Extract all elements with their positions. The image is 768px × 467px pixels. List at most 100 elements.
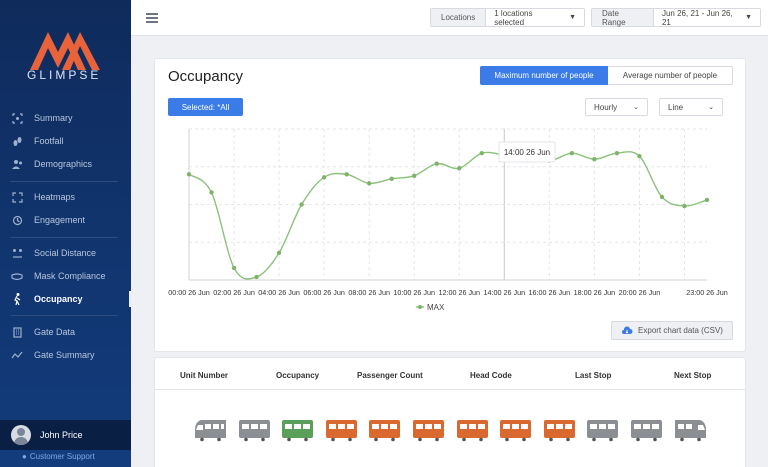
sidebar-item-engagement[interactable]: Engagement — [0, 210, 131, 230]
data-point[interactable] — [457, 166, 462, 171]
history-icon — [10, 213, 24, 227]
interval-dropdown[interactable]: Hourly ⌄ — [585, 98, 648, 116]
train-car[interactable] — [193, 418, 229, 447]
data-point[interactable] — [569, 150, 575, 156]
train-car[interactable] — [585, 418, 621, 447]
sidebar-item-label: Heatmaps — [34, 192, 76, 202]
data-point[interactable] — [637, 153, 642, 159]
column-header: Last Stop — [575, 371, 612, 380]
data-point[interactable] — [479, 150, 484, 156]
scan-icon — [10, 111, 24, 125]
unit-table-card: Unit Number Occupancy Passenger Count He… — [155, 358, 745, 467]
data-point[interactable] — [389, 176, 394, 182]
locations-value: 1 locations selected — [494, 8, 533, 27]
customer-support-link[interactable]: ● Customer Support — [22, 452, 95, 461]
data-point[interactable] — [682, 203, 687, 209]
data-point[interactable] — [592, 157, 597, 162]
building-icon — [10, 325, 24, 339]
page-title: Occupancy — [168, 68, 244, 85]
sidebar-item-label: Summary — [34, 113, 73, 123]
sidebar-item-gate-summary[interactable]: Gate Summary — [0, 345, 131, 365]
train-car[interactable] — [280, 418, 316, 447]
mask-icon — [10, 269, 24, 283]
date-range-filter[interactable]: Date Range Jun 26, 21 - Jun 26, 21 ▼ — [591, 8, 761, 27]
footprints-icon — [10, 134, 24, 148]
data-point[interactable] — [299, 202, 304, 207]
sidebar-item-label: Mask Compliance — [34, 271, 106, 281]
locations-select[interactable]: 1 locations selected ▼ — [486, 8, 584, 27]
series-max-line — [188, 151, 708, 280]
x-tick-label: 06:00 26 Jun — [303, 288, 345, 297]
menu-icon[interactable] — [146, 13, 158, 23]
sidebar-item-label: Social Distance — [34, 248, 97, 258]
sidebar-item-social-distance[interactable]: Social Distance — [0, 243, 131, 263]
sidebar-item-label: Demographics — [34, 159, 93, 169]
x-tick-label: 16:00 26 Jun — [529, 288, 571, 297]
glimpse-logo — [30, 32, 100, 70]
data-point[interactable] — [344, 172, 349, 177]
data-point[interactable] — [231, 265, 237, 271]
x-tick-label: 08:00 26 Jun — [348, 288, 390, 297]
data-point[interactable] — [254, 274, 259, 280]
x-tick-label: 12:00 26 Jun — [438, 288, 480, 297]
chart-style-dropdown[interactable]: Line ⌄ — [659, 98, 723, 116]
data-point[interactable] — [209, 190, 214, 195]
sidebar-item-summary[interactable]: Summary — [0, 108, 131, 128]
expand-icon — [10, 190, 24, 204]
x-tick-label: 04:00 26 Jun — [258, 288, 300, 297]
data-point[interactable] — [434, 161, 439, 166]
chevron-down-icon: ⌄ — [633, 104, 639, 111]
sidebar-item-mask-compliance[interactable]: Mask Compliance — [0, 266, 131, 286]
train-car[interactable] — [324, 418, 360, 447]
sidebar-item-gate-data[interactable]: Gate Data — [0, 322, 131, 342]
train-car[interactable] — [237, 418, 273, 447]
avg-people-button[interactable]: Average number of people — [608, 66, 733, 85]
sidebar-item-heatmaps[interactable]: Heatmaps — [0, 187, 131, 207]
x-tick-label: 14:00 26 Jun — [484, 288, 526, 297]
column-header: Passenger Count — [357, 371, 423, 380]
train-car[interactable] — [673, 418, 709, 447]
train-car[interactable] — [498, 418, 534, 447]
brand-name: GLIMPSE — [27, 68, 102, 82]
x-tick-label: 00:00 26 Jun — [168, 288, 210, 297]
sidebar-item-occupancy[interactable]: Occupancy — [0, 289, 131, 309]
sidebar-item-label: Gate Data — [34, 327, 76, 337]
date-range-select[interactable]: Jun 26, 21 - Jun 26, 21 ▼ — [654, 8, 760, 27]
data-point[interactable] — [186, 172, 192, 177]
date-range-label: Date Range — [592, 9, 654, 27]
sidebar-item-label: Engagement — [34, 215, 86, 225]
user-profile[interactable]: John Price — [0, 420, 131, 450]
cloud-download-icon — [622, 325, 633, 334]
sidebar-item-label: Footfall — [34, 136, 64, 146]
train-car[interactable] — [455, 418, 491, 447]
export-csv-button[interactable]: Export chart data (CSV) — [611, 321, 733, 340]
column-header: Occupancy — [276, 371, 320, 380]
train-car[interactable] — [367, 418, 403, 447]
series-max-points — [186, 150, 710, 280]
sidebar-item-demographics[interactable]: Demographics — [0, 154, 131, 174]
user-name: John Price — [40, 430, 83, 440]
x-tick-label: 23:00 26 Jun — [686, 288, 728, 297]
data-point[interactable] — [614, 150, 620, 156]
date-range-value: Jun 26, 21 - Jun 26, 21 — [661, 8, 733, 27]
max-people-button[interactable]: Maximum number of people — [480, 66, 608, 85]
data-point[interactable] — [321, 175, 327, 180]
legend-label: MAX — [427, 303, 445, 312]
sidebar-item-footfall[interactable]: Footfall — [0, 131, 131, 151]
x-tick-label: 02:00 26 Jun — [213, 288, 255, 297]
chart-legend[interactable]: MAX — [416, 303, 445, 312]
avatar — [11, 425, 31, 445]
locations-filter[interactable]: Locations 1 locations selected ▼ — [430, 8, 585, 27]
data-point[interactable] — [366, 181, 372, 186]
data-point[interactable] — [412, 173, 417, 179]
data-point[interactable] — [276, 250, 282, 256]
data-point[interactable] — [659, 194, 665, 200]
selected-filter-button[interactable]: Selected: *All — [168, 98, 243, 116]
data-point[interactable] — [704, 197, 710, 203]
train-car[interactable] — [411, 418, 447, 447]
train-car[interactable] — [629, 418, 665, 447]
train-car[interactable] — [542, 418, 578, 447]
sidebar-item-label: Occupancy — [34, 294, 83, 304]
metric-toggle: Maximum number of people Average number … — [480, 66, 733, 85]
locations-label: Locations — [431, 9, 487, 26]
